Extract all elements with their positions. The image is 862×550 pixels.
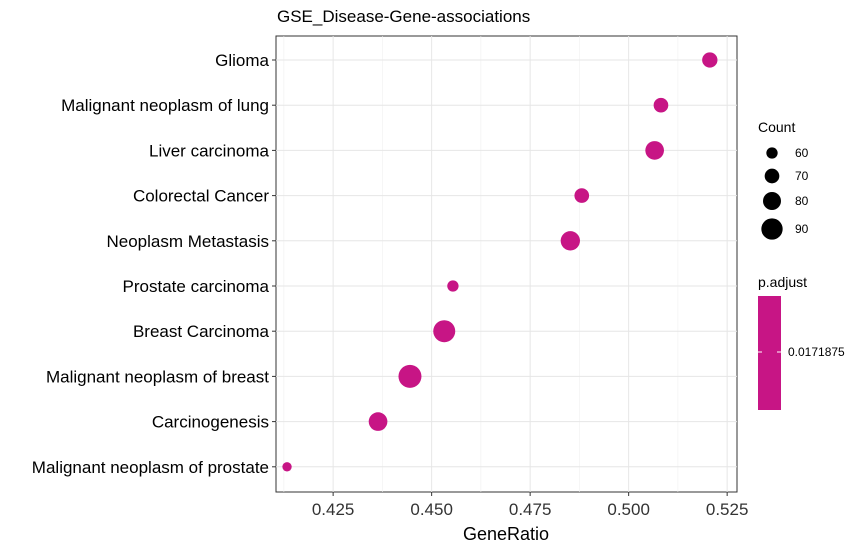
- data-point: [653, 97, 669, 113]
- size-legend-key: [761, 218, 783, 240]
- data-point: [282, 462, 292, 472]
- data-point: [645, 141, 664, 160]
- x-tick-label: 0.425: [312, 500, 355, 519]
- y-tick-label: Carcinogenesis: [152, 413, 269, 432]
- size-legend-label: 70: [795, 169, 809, 183]
- y-tick-label: Liver carcinoma: [149, 141, 270, 160]
- x-tick-label: 0.500: [607, 500, 650, 519]
- size-legend-label: 90: [795, 222, 809, 236]
- x-tick-label: 0.525: [706, 500, 749, 519]
- size-legend-key: [763, 192, 781, 210]
- y-tick-label: Breast Carcinoma: [133, 322, 270, 341]
- y-tick-label: Malignant neoplasm of breast: [46, 367, 269, 386]
- y-tick-label: Glioma: [215, 51, 269, 70]
- grid-lines: [276, 36, 737, 492]
- chart-title: GSE_Disease-Gene-associations: [277, 7, 530, 26]
- size-legend: Count 60 70 80 90: [758, 119, 809, 240]
- data-points: [282, 52, 718, 472]
- size-legend-label: 80: [795, 194, 809, 208]
- data-point: [574, 188, 590, 203]
- size-legend-key: [764, 168, 780, 184]
- data-point: [398, 364, 422, 388]
- color-bar: [758, 296, 781, 410]
- size-legend-label: 60: [795, 146, 809, 160]
- y-tick-label: Malignant neoplasm of lung: [61, 96, 269, 115]
- data-point: [368, 412, 388, 431]
- size-legend-key: [766, 147, 778, 159]
- color-legend: p.adjust 0.0171875: [758, 274, 845, 410]
- data-point: [433, 320, 456, 343]
- x-axis-label: GeneRatio: [463, 524, 549, 544]
- y-tick-label: Prostate carcinoma: [123, 277, 270, 296]
- data-point: [447, 280, 459, 292]
- x-tick-label: 0.450: [410, 500, 453, 519]
- x-tick-label: 0.475: [509, 500, 552, 519]
- color-legend-title: p.adjust: [758, 274, 807, 290]
- data-point: [560, 231, 580, 251]
- y-tick-label: Colorectal Cancer: [133, 187, 269, 206]
- size-legend-title: Count: [758, 119, 795, 135]
- color-legend-label: 0.0171875: [788, 345, 845, 359]
- y-axis-ticks: Glioma Malignant neoplasm of lung Liver ca…: [32, 51, 276, 477]
- y-tick-label: Neoplasm Metastasis: [106, 232, 269, 251]
- x-axis-ticks: 0.425 0.450 0.475 0.500 0.525: [312, 492, 749, 519]
- y-tick-label: Malignant neoplasm of prostate: [32, 458, 269, 477]
- data-point: [702, 52, 718, 68]
